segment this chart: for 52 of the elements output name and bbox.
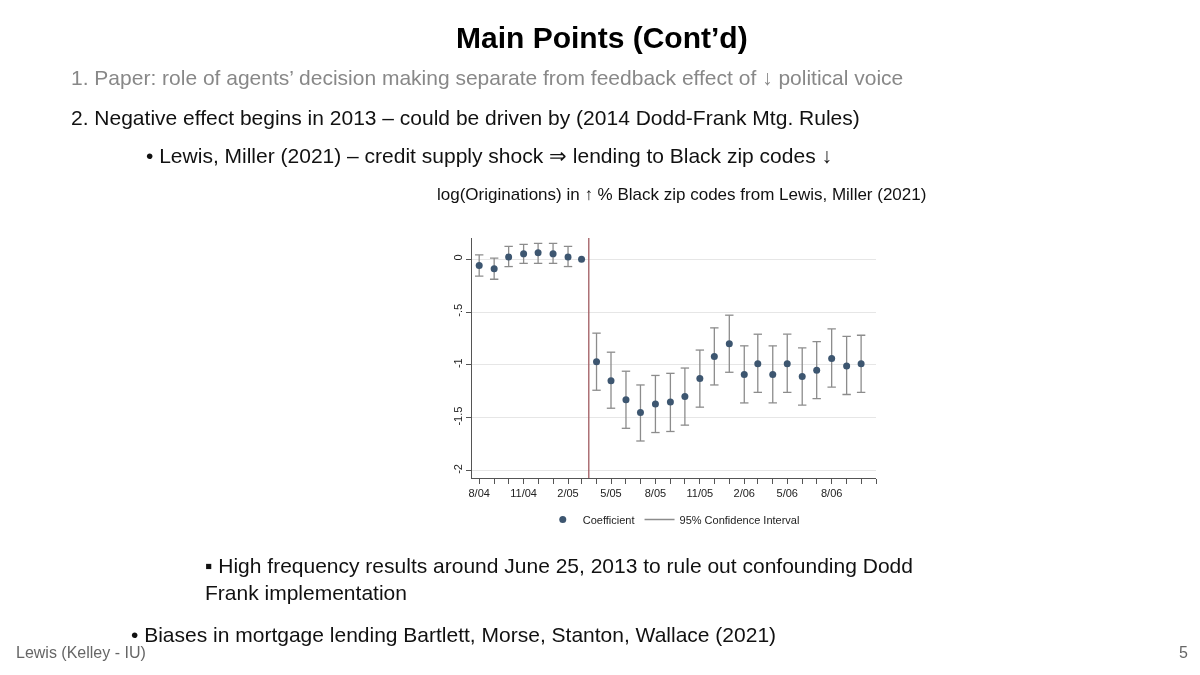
point	[636, 408, 644, 416]
point	[798, 373, 806, 380]
point	[666, 398, 674, 406]
point	[505, 253, 513, 261]
point	[475, 261, 483, 269]
point	[622, 396, 630, 404]
point	[681, 393, 689, 401]
x-tick-label: 8/05	[644, 487, 667, 500]
text: • Biases in mortgage lending Bartlett, Morse, Stanton, Wallace (2021)	[131, 623, 777, 646]
point	[696, 375, 704, 383]
text: Lewis (Kelley - IU)	[16, 644, 146, 661]
chart-title: log(Originations) in ↑ % Black zip codes from Lewis, Miller (2021)	[437, 185, 927, 204]
x-tick-label: 5/06	[776, 487, 798, 500]
text: 5	[1179, 644, 1188, 661]
point	[725, 340, 733, 348]
x-tick-label: 11/04	[510, 487, 537, 500]
point	[578, 255, 586, 263]
x-tick-label: 2/05	[557, 487, 579, 500]
point	[828, 355, 836, 363]
point	[857, 360, 865, 368]
text: 1. Paper: role of agents’ decision making separate from feedback effect of ↓ political voice	[71, 66, 904, 89]
point	[740, 370, 748, 378]
point	[651, 400, 659, 408]
point	[754, 360, 762, 368]
point	[783, 360, 791, 368]
y-tick-label: -.5	[452, 303, 465, 317]
x-tick-label: 5/05	[600, 487, 622, 500]
point	[564, 253, 572, 261]
x-tick-label: 8/06	[820, 487, 843, 500]
point	[593, 358, 601, 366]
point	[534, 249, 542, 257]
text: ▪ High frequency results around June 25, 2013 to rule out confounding Dodd Frank implementation	[205, 554, 913, 605]
y-tick-label: -2	[452, 464, 465, 474]
text: 2. Negative effect begins in 2013 – could be driven by (2014 Dodd-Frank Mtg. Rules)	[71, 106, 860, 129]
point	[490, 265, 498, 273]
point	[607, 377, 615, 385]
y-tick-label: -1.5	[452, 406, 465, 426]
point	[710, 352, 718, 360]
text: Main Points (Cont’d)	[456, 21, 748, 54]
point	[769, 370, 777, 378]
point	[843, 362, 851, 370]
y-tick-label: -1	[452, 358, 465, 369]
text: 95% Confidence Interval	[679, 513, 800, 526]
y-tick-label: 0	[452, 254, 465, 261]
x-tick-label: 2/06	[733, 487, 755, 500]
x-tick-label: 11/05	[686, 487, 714, 500]
text: • Lewis, Miller (2021) – credit supply shock ⇒ lending to Black zip codes ↓	[146, 144, 832, 167]
x-tick-label: 8/04	[468, 487, 490, 500]
point	[549, 250, 557, 258]
legend-label: Coefficient	[582, 513, 635, 526]
point	[520, 250, 528, 258]
point	[813, 366, 821, 374]
